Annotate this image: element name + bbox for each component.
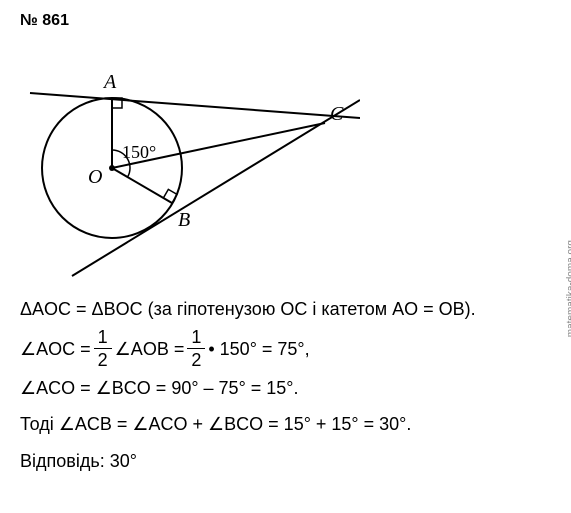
line2-part-a: ∠AOC = bbox=[20, 332, 91, 366]
solution-line-3: ∠ACO = ∠BCO = 90° – 75° = 15°. bbox=[20, 371, 551, 405]
label-a: A bbox=[102, 71, 117, 93]
label-c: C bbox=[330, 103, 344, 125]
diagram-svg: A B C O 150° bbox=[20, 48, 360, 278]
geometry-diagram: A B C O 150° bbox=[20, 48, 360, 278]
fraction-2: 1 2 bbox=[187, 328, 205, 369]
label-b: B bbox=[178, 209, 190, 231]
frac1-den: 2 bbox=[94, 349, 112, 369]
problem-number: № 861 bbox=[20, 12, 551, 30]
solution-line-4: Тоді ∠ACB = ∠ACO + ∠BCO = 15° + 15° = 30… bbox=[20, 407, 551, 441]
frac2-num: 1 bbox=[187, 328, 205, 349]
watermark: matematika-doma.org bbox=[565, 240, 571, 337]
solution-line-2: ∠AOC = 1 2 ∠AOB = 1 2 • 150° = 75°, bbox=[20, 328, 551, 369]
label-angle: 150° bbox=[122, 142, 156, 162]
tangent-line-b bbox=[72, 100, 360, 276]
line1-part-b: OB bbox=[439, 299, 465, 319]
solution-text: ΔAOC = ΔBOC (за гіпотенузою OC і катетом… bbox=[20, 292, 551, 478]
frac1-num: 1 bbox=[94, 328, 112, 349]
fraction-1: 1 2 bbox=[94, 328, 112, 369]
solution-line-5: Відповідь: 30° bbox=[20, 444, 551, 478]
label-o: O bbox=[88, 166, 102, 188]
line1-part-c: ). bbox=[465, 299, 476, 319]
frac2-den: 2 bbox=[187, 349, 205, 369]
line2-part-b: ∠AOB = bbox=[115, 332, 185, 366]
solution-line-1: ΔAOC = ΔBOC (за гіпотенузою OC і катетом… bbox=[20, 292, 551, 326]
line2-part-c: • 150° = 75°, bbox=[208, 332, 309, 366]
line1-part-a: ΔAOC = ΔBOC (за гіпотенузою OC і катетом… bbox=[20, 299, 439, 319]
